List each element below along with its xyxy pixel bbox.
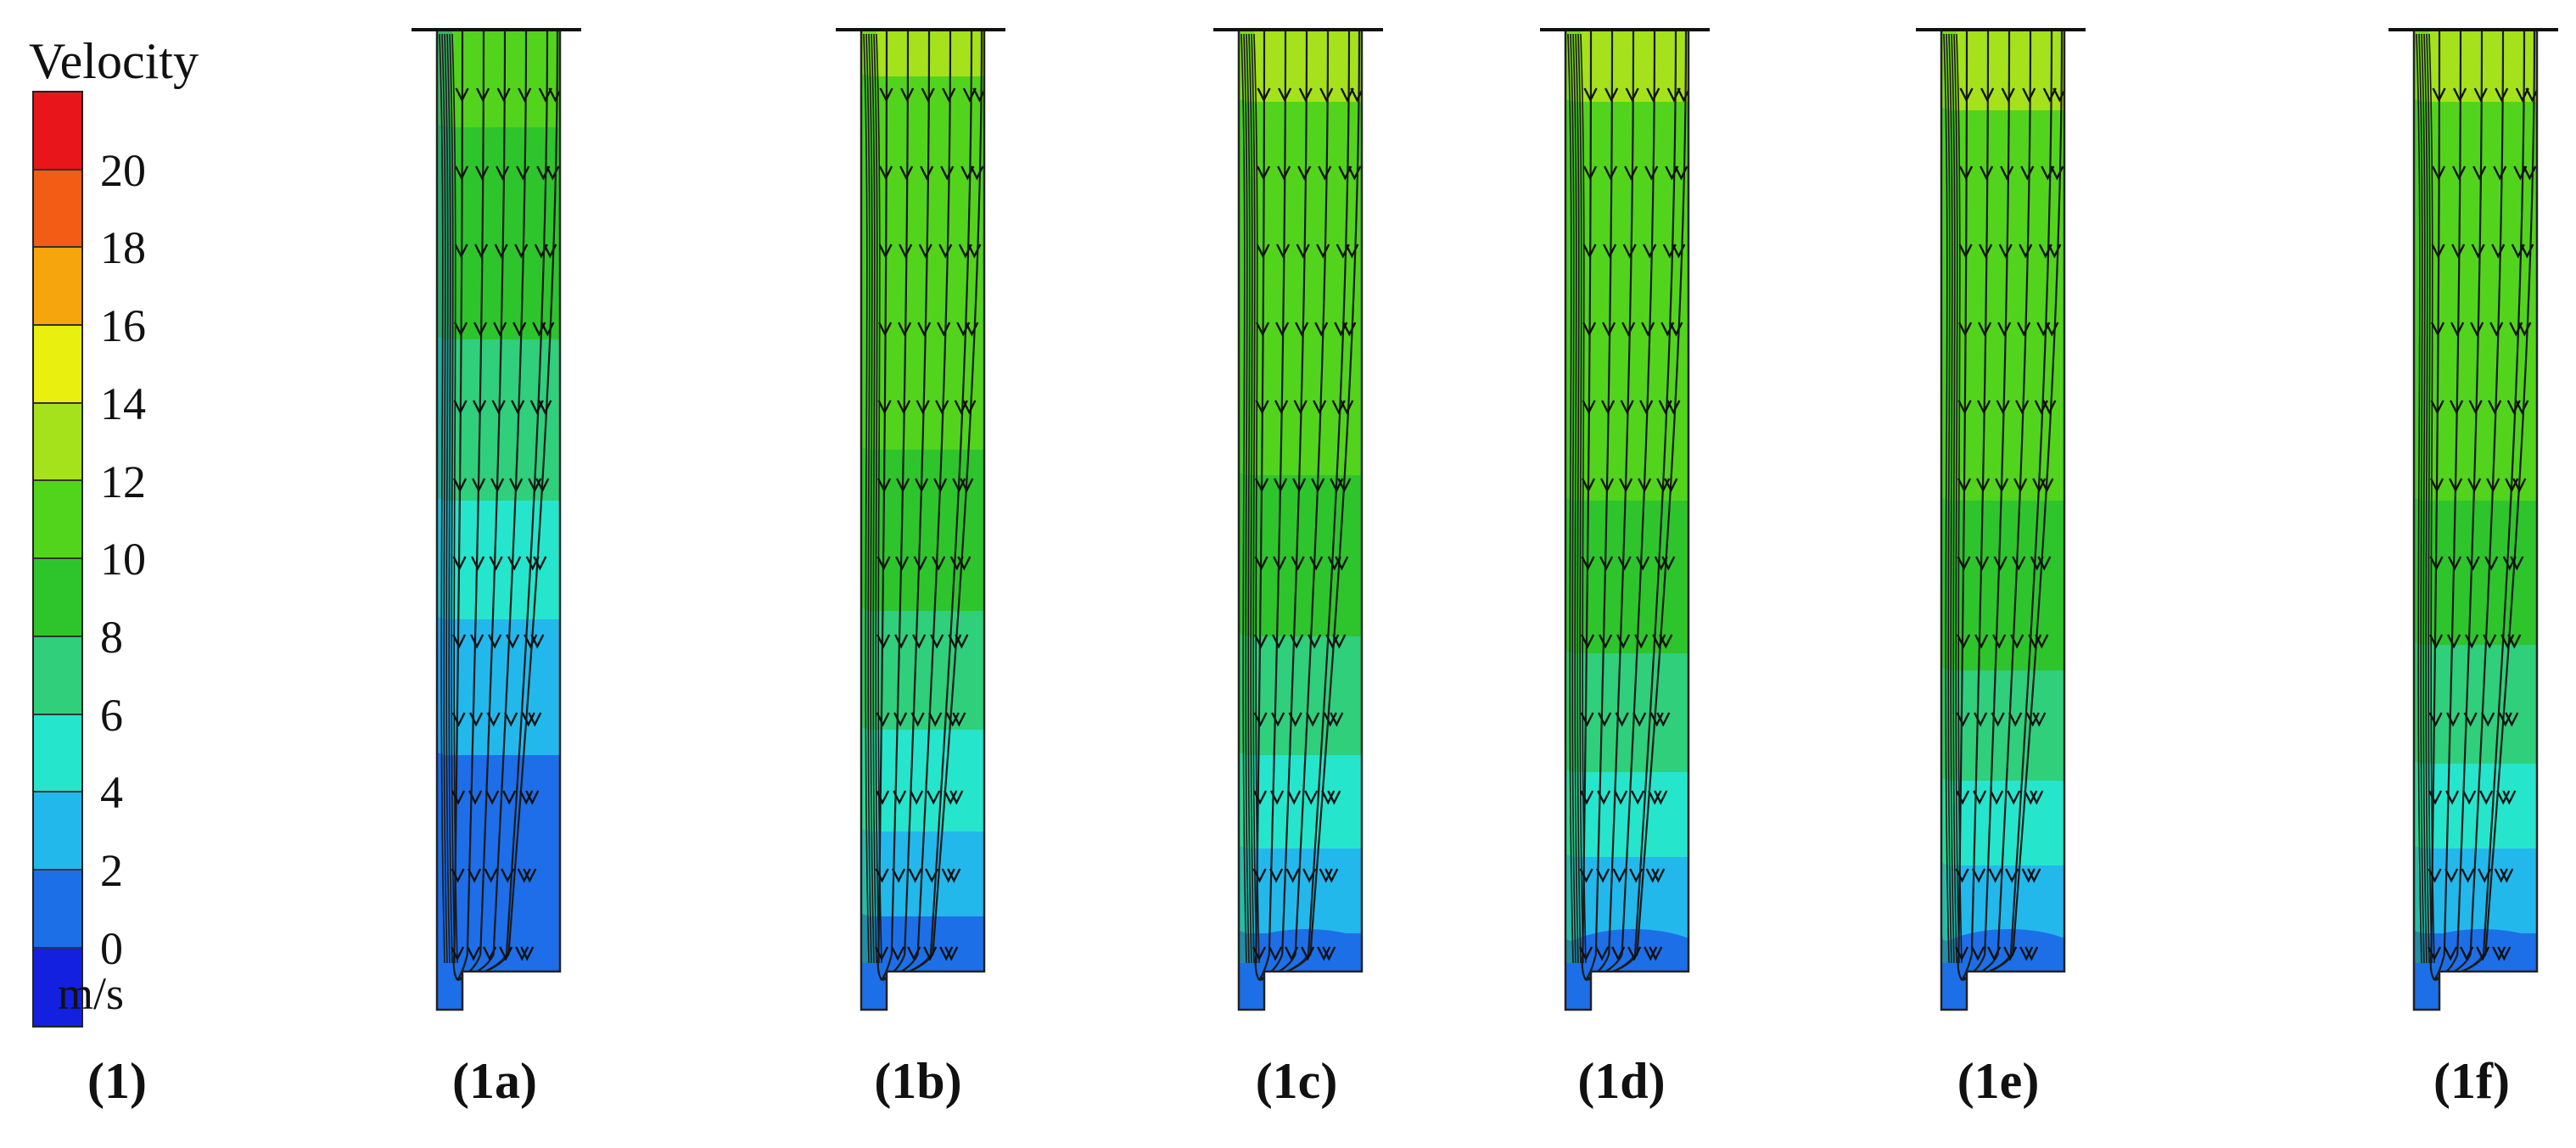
legend-swatch [34,92,81,171]
legend-swatch [34,792,81,871]
legend-swatch [34,870,81,949]
legend-swatch [34,559,81,637]
velocity-panel-c [1213,25,1383,1018]
legend-swatch [34,948,81,1027]
legend-swatch [34,248,81,327]
legend-tick-label: 10 [100,534,146,585]
legend-tick-label: 8 [100,611,123,663]
velocity-panel-f [2388,25,2558,1018]
color-scale-bar [32,91,83,1028]
legend-tick-label: 12 [100,456,146,507]
legend-swatch [34,636,81,715]
legend-swatch [34,170,81,249]
legend-title: Velocity [29,33,199,89]
figure-label: (1) [87,1053,147,1109]
legend-swatch [34,326,81,404]
panel-label-d: (1d) [1577,1053,1666,1109]
legend-tick-label: 18 [100,222,146,274]
legend-tick-label: 6 [100,689,123,741]
legend-tick-label: 2 [100,845,123,896]
velocity-panel-b [836,25,1005,1018]
velocity-panel-e [1916,25,2086,1018]
legend-tick-label: 14 [100,378,146,429]
velocity-legend: Velocity 20 18 16 14 12 10 8 6 4 2 0 m/s [0,0,305,1148]
legend-swatch [34,714,81,793]
velocity-panel-d [1540,25,1710,1018]
legend-swatch [34,481,81,560]
panel-label-e: (1e) [1957,1053,2040,1109]
legend-swatch [34,403,81,482]
panel-label-f: (1f) [2433,1053,2510,1109]
panel-label-b: (1b) [874,1053,962,1109]
velocity-panel-a [412,25,581,1018]
panel-label-c: (1c) [1255,1053,1338,1109]
panel-label-a: (1a) [452,1053,537,1109]
legend-tick-label: 16 [100,300,146,352]
legend-tick-label: 0 [100,922,123,974]
legend-tick-label: 20 [100,144,146,196]
legend-tick-label: 4 [100,767,123,819]
legend-unit: m/s [58,968,125,1019]
